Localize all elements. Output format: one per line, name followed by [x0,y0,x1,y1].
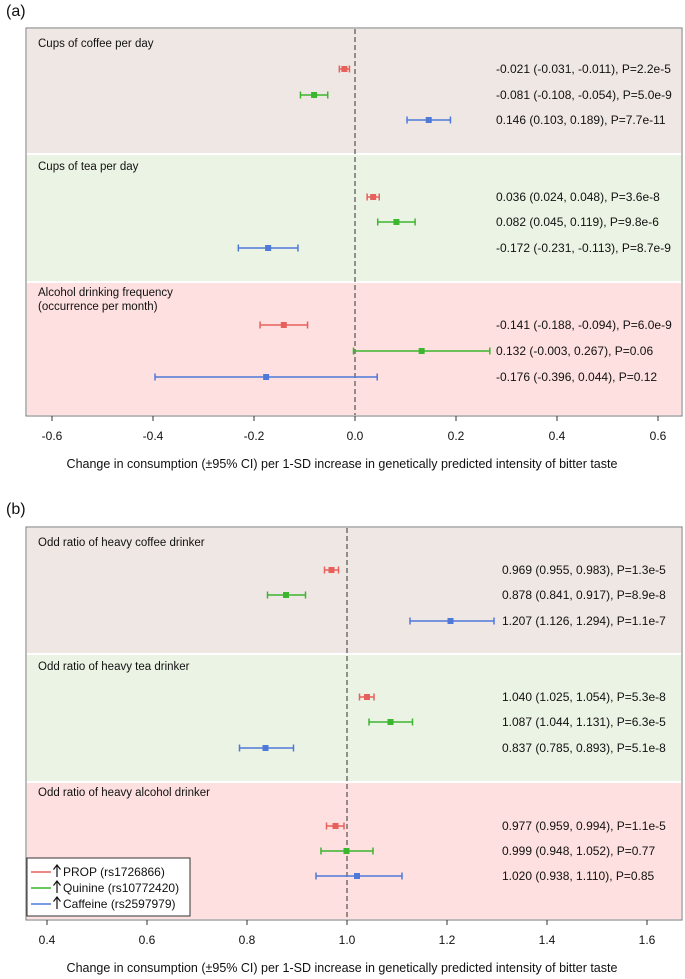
group-title: Alcohol drinking frequency [38,287,173,299]
x-tick-label: 0.6 [139,933,156,947]
x-tick-label: -0.2 [244,429,265,443]
panel-a: (a) Cups of coffee per day -0.021 (-0.031,… [6,3,683,471]
estimate-label: 0.878 (0.841, 0.917), P=8.9e-8 [502,588,666,602]
x-tick-label: 0.8 [239,933,256,947]
x-axis-title: Change in consumption (±95% CI) per 1-SD… [67,457,618,471]
group-title: Cups of coffee per day [38,38,154,50]
x-tick-label: -0.4 [143,429,164,443]
x-tick-label: 1.4 [539,933,556,947]
legend-label: Caffeine (rs2597979) [63,897,176,911]
estimate-point [387,719,394,725]
estimate-label: 1.020 (0.938, 1.110), P=0.85 [502,869,655,883]
x-tick-label: 0.2 [448,429,465,443]
estimate-label: -0.081 (-0.108, -0.054), P=5.0e-9 [496,88,672,102]
x-tick-label: 1.2 [439,933,456,947]
estimate-point [280,322,287,328]
legend-arrow-up-icon [53,880,61,886]
legend: PROP (rs1726866) Quinine (rs10772420) Caff… [26,857,191,917]
estimate-label: -0.021 (-0.031, -0.011), P=2.2e-5 [496,62,671,76]
estimate-point [332,823,339,829]
legend-arrow-up-icon [53,864,61,870]
estimate-point [262,745,269,751]
estimate-label: 1.207 (1.126, 1.294), P=1.1e-7 [502,614,666,628]
estimate-label: 0.837 (0.785, 0.893), P=5.1e-8 [502,741,666,755]
estimate-point [364,694,370,700]
x-axis-title: Change in consumption (±95% CI) per 1-SD… [67,961,618,975]
estimate-label: 1.087 (1.044, 1.131), P=6.3e-5 [502,715,666,729]
legend-arrow-up-icon [53,896,61,902]
x-tick-label: 0.4 [549,429,566,443]
legend-label: Quinine (rs10772420) [63,881,179,895]
group-title: (occurrence per month) [38,301,158,313]
estimate-label: 0.132 (-0.003, 0.267), P=0.06 [496,344,653,358]
estimate-label: 0.146 (0.103, 0.189), P=7.7e-11 [496,113,666,127]
panel-b: (b) Odd ratio of heavy coffee drinker 0.96… [6,501,683,975]
estimate-label: -0.176 (-0.396, 0.044), P=0.12 [496,370,657,384]
x-tick-label: -0.6 [42,429,63,443]
plot-frame [25,526,683,921]
estimate-point [418,348,425,354]
estimate-label: -0.141 (-0.188, -0.094), P=6.0e-9 [496,318,672,332]
estimate-point [447,618,454,624]
estimate-label: 0.036 (0.024, 0.048), P=3.6e-8 [496,190,660,204]
x-tick-label: 0.0 [347,429,364,443]
group-band [27,654,681,782]
estimate-point [354,873,360,879]
estimate-point [341,66,348,72]
estimate-point [393,219,400,225]
group-title: Odd ratio of heavy alcohol drinker [38,787,210,799]
group-title: Cups of tea per day [38,161,139,173]
plot-frame [25,27,683,417]
estimate-point [311,92,318,98]
estimate-label: -0.172 (-0.231, -0.113), P=8.7e-9 [496,241,671,255]
estimate-label: 0.969 (0.955, 0.983), P=1.3e-5 [502,563,666,577]
x-tick-label: 1.6 [639,933,656,947]
group-title: Odd ratio of heavy tea drinker [38,661,190,673]
estimate-point [370,194,377,200]
estimate-point [328,567,335,573]
group-band [27,528,681,654]
x-tick-label: 0.4 [39,933,56,947]
x-tick-label: 0.6 [650,429,667,443]
panel-label: (b) [6,501,26,518]
estimate-point [265,245,272,251]
estimate-point [263,374,270,380]
estimate-label: 0.999 (0.948, 1.052), P=0.77 [502,844,655,858]
estimate-label: 1.040 (1.025, 1.054), P=5.3e-8 [502,690,666,704]
group-title: Odd ratio of heavy coffee drinker [38,537,205,549]
estimate-point [283,592,289,598]
estimate-point [425,117,432,123]
legend-label: PROP (rs1726866) [63,865,165,879]
group-band [27,154,681,282]
estimate-label: 0.977 (0.959, 0.994), P=1.1e-5 [502,819,666,833]
estimate-label: 0.082 (0.045, 0.119), P=9.8e-6 [496,215,659,229]
panel-label: (a) [6,3,26,20]
estimate-point [343,848,350,854]
x-tick-label: 1.0 [339,933,356,947]
group-band [27,29,681,154]
